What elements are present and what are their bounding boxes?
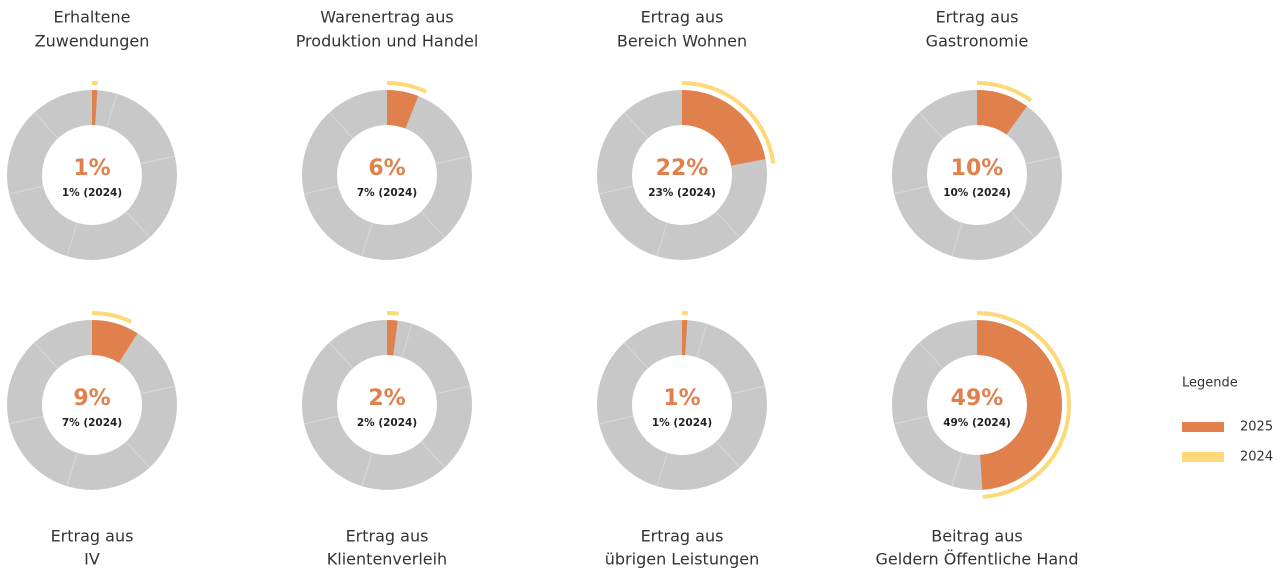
prior-label: 2% (2024) [357,417,417,429]
donut-title: Bereich Wohnen [617,32,747,51]
ring-divider [1025,155,1060,165]
prior-label: 1% (2024) [62,187,122,199]
prior-label: 23% (2024) [648,187,716,199]
prior-label: 49% (2024) [943,417,1011,429]
value-label: 49% [951,386,1004,411]
donut-title: Produktion und Handel [296,32,479,51]
ring-divider [9,415,44,425]
legend-swatch [1182,422,1224,432]
donut-title: Beitrag aus [931,527,1022,546]
ring-divider [623,342,649,369]
value-label: 1% [663,386,700,411]
ring-divider [1010,211,1036,238]
ring-divider [599,185,634,195]
prior-label: 10% (2024) [943,187,1011,199]
prior-arc [682,81,776,164]
donut-wedge [92,90,98,126]
ring-divider [140,385,175,395]
ring-divider [951,452,963,487]
legend-title: Legende [1182,376,1238,391]
prior-arc [977,81,1033,103]
value-label: 22% [656,156,709,181]
donut-wedge [387,90,419,129]
value-label: 10% [951,156,1004,181]
ring-divider [401,323,413,358]
value-label: 2% [368,386,405,411]
ring-divider [656,222,668,257]
donut-title: übrigen Leistungen [605,550,760,569]
legend-swatch [1182,452,1224,462]
donut-title: Zuwendungen [35,32,150,51]
donut-wedge [387,320,398,356]
donut-title: Ertrag aus [641,527,724,546]
ring-divider [894,415,929,425]
ring-divider [894,185,929,195]
ring-divider [66,222,78,257]
ring-divider [304,415,339,425]
ring-divider [106,93,118,128]
donut-title: IV [84,550,100,569]
ring-divider [951,222,963,257]
prior-label: 7% (2024) [62,417,122,429]
donut-wedge [682,90,766,166]
donut-wedge [682,320,688,356]
ring-divider [656,452,668,487]
prior-arc [682,311,688,316]
prior-arc [387,81,428,94]
donut-title: Klientenverleih [327,550,447,569]
ring-divider [696,323,708,358]
donut-title: Ertrag aus [641,8,724,27]
donut-title: Ertrag aus [51,527,134,546]
ring-divider [125,441,151,468]
donut-title: Ertrag aus [346,527,429,546]
ring-divider [9,185,44,195]
ring-divider [125,211,151,238]
ring-divider [420,441,446,468]
prior-label: 1% (2024) [652,417,712,429]
ring-divider [918,112,944,139]
ring-divider [66,452,78,487]
value-label: 9% [73,386,110,411]
donut-title: Erhaltene [54,8,131,27]
donut-title: Geldern Öffentliche Hand [876,550,1079,569]
prior-arc [92,311,133,324]
ring-divider [623,112,649,139]
donut-title: Warenertrag aus [320,8,453,27]
ring-divider [420,211,446,238]
ring-divider [361,452,373,487]
ring-divider [361,222,373,257]
ring-divider [435,155,470,165]
prior-arc [92,81,98,86]
ring-divider [435,385,470,395]
ring-divider [715,441,741,468]
donut-title: Ertrag aus [936,8,1019,27]
ring-divider [328,342,354,369]
ring-divider [33,342,59,369]
donut-wedge [92,320,138,363]
value-label: 1% [73,156,110,181]
ring-divider [715,211,741,238]
donut-title: Gastronomie [926,32,1029,51]
legend-label: 2025 [1240,420,1273,435]
ring-divider [328,112,354,139]
donut-wedge [977,90,1027,135]
ring-divider [730,385,765,395]
ring-divider [918,342,944,369]
ring-divider [33,112,59,139]
ring-divider [140,155,175,165]
prior-arc [387,311,399,316]
donut-wedge [977,320,1063,490]
ring-divider [304,185,339,195]
ring-divider [599,415,634,425]
prior-label: 7% (2024) [357,187,417,199]
value-label: 6% [368,156,405,181]
legend-label: 2024 [1240,450,1273,465]
